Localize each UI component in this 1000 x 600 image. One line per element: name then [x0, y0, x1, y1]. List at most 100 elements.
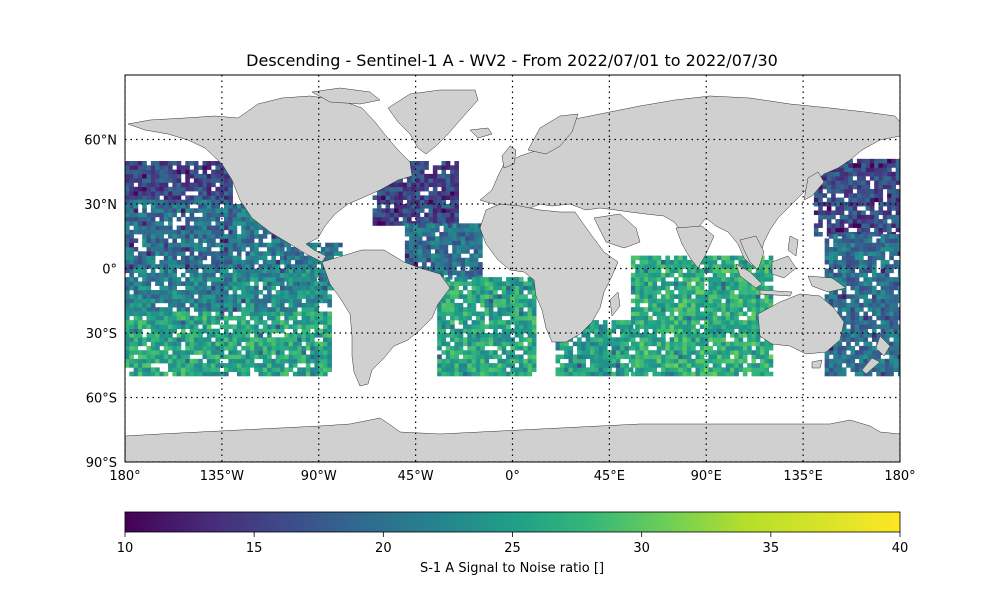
- snr-cell: [236, 281, 242, 286]
- snr-cell: [686, 268, 692, 274]
- snr-cell: [219, 247, 225, 252]
- snr-cell: [202, 371, 208, 377]
- snr-cell: [228, 238, 233, 243]
- snr-cell: [506, 324, 511, 329]
- snr-cell: [398, 195, 404, 200]
- snr-cell: [176, 251, 182, 256]
- snr-cell: [897, 294, 900, 299]
- snr-cell: [493, 350, 498, 355]
- snr-cell: [678, 268, 683, 274]
- snr-cell: [150, 169, 156, 175]
- snr-cell: [411, 208, 416, 213]
- snr-cell: [125, 225, 130, 231]
- snr-cell: [639, 324, 645, 329]
- snr-cell: [305, 341, 311, 347]
- snr-cell: [678, 285, 683, 291]
- snr-cell: [271, 358, 276, 364]
- snr-cell: [872, 324, 877, 329]
- snr-cell: [607, 363, 612, 368]
- snr-cell: [478, 266, 483, 271]
- snr-cell: [224, 225, 229, 231]
- snr-cell: [267, 350, 272, 355]
- snr-cell: [506, 341, 511, 347]
- snr-cell: [142, 182, 147, 188]
- snr-cell: [717, 281, 722, 286]
- land-sumatra: [735, 263, 763, 289]
- snr-cell: [236, 371, 242, 377]
- snr-cell: [249, 298, 255, 304]
- snr-cell: [497, 311, 503, 317]
- snr-cell: [826, 214, 832, 220]
- snr-cell: [751, 294, 757, 299]
- snr-cell: [292, 333, 298, 338]
- snr-cell: [478, 244, 483, 250]
- snr-cell: [435, 262, 440, 267]
- snr-cell: [826, 180, 832, 185]
- snr-cell: [841, 290, 847, 295]
- snr-cell: [887, 210, 892, 216]
- snr-cell: [288, 367, 294, 372]
- snr-cell: [443, 253, 449, 259]
- snr-cell: [232, 212, 238, 218]
- snr-cell: [189, 259, 195, 265]
- snr-cell: [398, 221, 404, 226]
- snr-cell: [189, 212, 195, 218]
- snr-cell: [202, 195, 208, 200]
- snr-cell: [258, 234, 264, 239]
- snr-cell: [236, 251, 242, 256]
- snr-cell: [652, 363, 658, 368]
- snr-cell: [497, 333, 503, 338]
- x-tick-label: 180°: [109, 469, 140, 484]
- snr-cell: [189, 238, 195, 243]
- snr-cell: [594, 320, 599, 325]
- snr-cell: [211, 320, 216, 325]
- snr-cell: [682, 259, 688, 265]
- snr-cell: [874, 184, 879, 190]
- snr-cell: [435, 253, 440, 259]
- snr-cell: [271, 268, 276, 274]
- snr-cell: [129, 204, 134, 209]
- snr-cell: [462, 367, 468, 372]
- snr-cell: [465, 240, 470, 246]
- snr-cell: [721, 358, 726, 364]
- snr-cell: [137, 225, 143, 231]
- snr-cell: [168, 165, 173, 170]
- snr-cell: [590, 350, 595, 355]
- snr-cell: [404, 253, 410, 259]
- snr-cell: [747, 281, 752, 286]
- snr-cell: [628, 324, 634, 329]
- snr-cell: [488, 367, 494, 372]
- snr-cell: [656, 298, 662, 304]
- snr-cell: [480, 324, 485, 329]
- snr-cell: [598, 328, 604, 334]
- snr-cell: [258, 290, 264, 295]
- snr-cell: [133, 358, 139, 364]
- snr-cell: [142, 204, 147, 209]
- snr-cell: [514, 354, 520, 360]
- snr-cell: [454, 337, 459, 342]
- snr-cell: [607, 333, 612, 338]
- snr-cell: [891, 223, 896, 228]
- snr-cell: [480, 277, 485, 282]
- snr-cell: [884, 277, 890, 282]
- snr-cell: [559, 354, 565, 360]
- snr-cell: [202, 328, 208, 334]
- snr-cell: [471, 290, 477, 295]
- snr-cell: [305, 371, 311, 377]
- snr-cell: [884, 264, 890, 269]
- snr-cell: [258, 350, 264, 355]
- snr-cell: [721, 302, 726, 308]
- snr-cell: [564, 371, 569, 377]
- snr-cell: [729, 363, 735, 368]
- y-tick-label: 30°S: [86, 327, 117, 342]
- snr-cell: [137, 315, 143, 321]
- snr-cell: [555, 367, 561, 372]
- snr-cell: [129, 277, 134, 282]
- snr-cell: [275, 247, 281, 252]
- snr-cell: [310, 302, 315, 308]
- snr-cell: [686, 290, 692, 295]
- snr-cell: [125, 221, 130, 226]
- snr-cell: [456, 223, 462, 228]
- snr-cell: [447, 240, 453, 246]
- snr-cell: [848, 197, 853, 203]
